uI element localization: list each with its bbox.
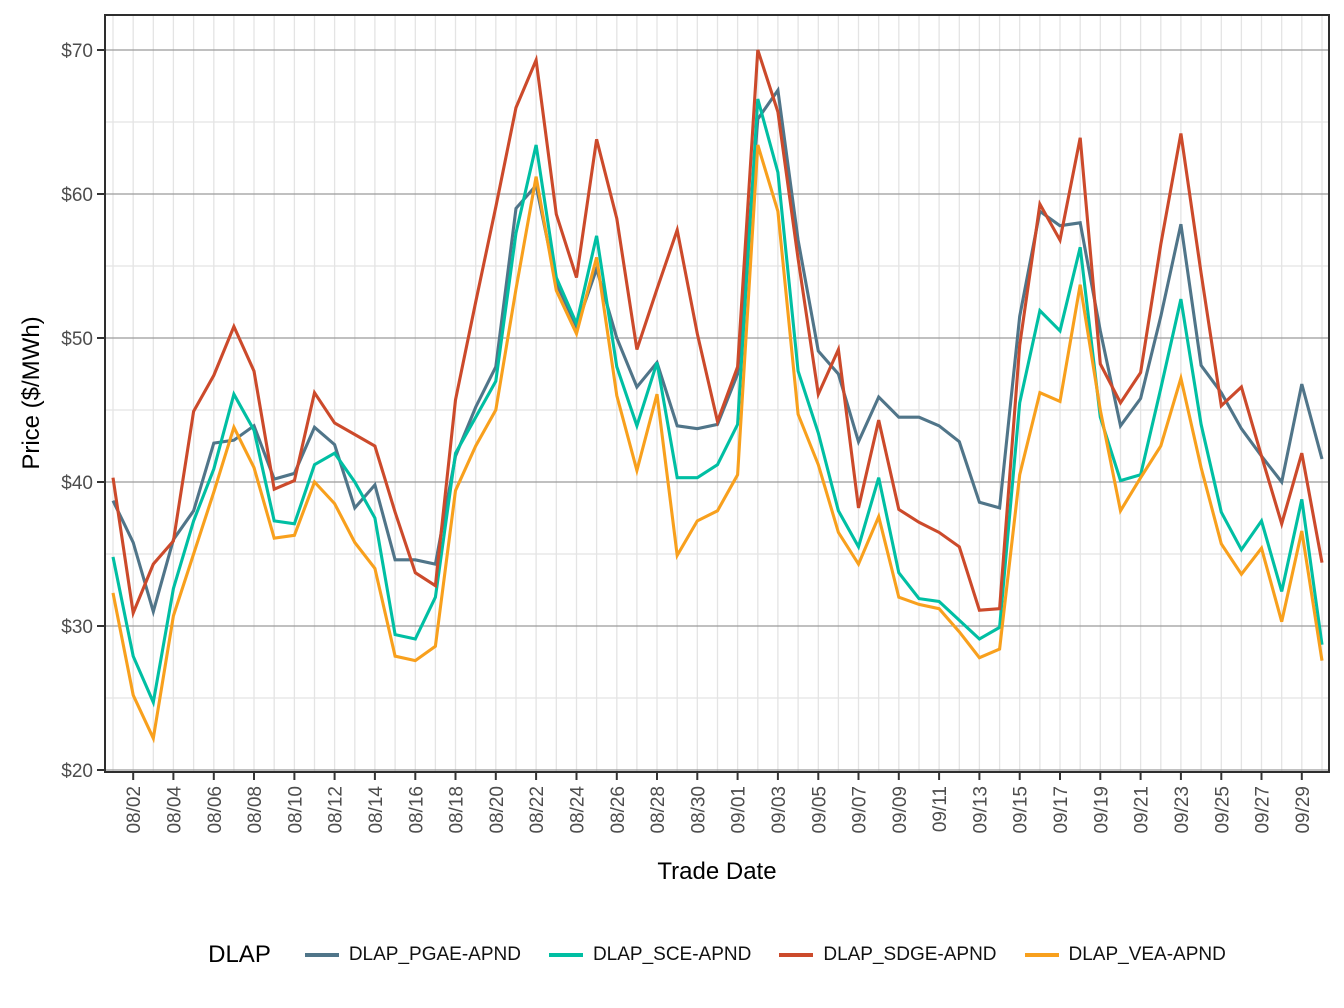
svg-text:08/26: 08/26 — [608, 786, 629, 834]
legend-key-line-icon — [1024, 953, 1059, 957]
svg-text:08/12: 08/12 — [326, 786, 347, 834]
legend-item-dlap-pgae-apnd: DLAP_PGAE-APND — [304, 944, 521, 966]
svg-text:08/14: 08/14 — [366, 786, 387, 834]
legend-item-label: DLAP_PGAE-APND — [348, 944, 521, 965]
svg-text:09/15: 09/15 — [1011, 786, 1032, 834]
svg-text:$70: $70 — [61, 41, 93, 62]
svg-text:09/05: 09/05 — [809, 786, 830, 834]
svg-text:$30: $30 — [61, 617, 93, 638]
legend-key-line-icon — [779, 953, 814, 957]
x-axis-title: Trade Date — [657, 858, 777, 885]
svg-text:08/16: 08/16 — [406, 786, 427, 834]
svg-text:08/06: 08/06 — [205, 786, 226, 834]
svg-text:08/18: 08/18 — [447, 786, 468, 834]
svg-text:09/23: 09/23 — [1172, 786, 1193, 834]
svg-text:09/03: 09/03 — [769, 786, 790, 834]
svg-text:$40: $40 — [61, 473, 93, 494]
legend-item-label: DLAP_SCE-APND — [592, 944, 752, 965]
legend-item-dlap-sce-apnd: DLAP_SCE-APND — [548, 944, 752, 966]
legend-title: DLAP — [208, 941, 271, 968]
svg-text:08/30: 08/30 — [688, 786, 709, 834]
svg-text:$50: $50 — [61, 329, 93, 350]
svg-text:09/13: 09/13 — [970, 786, 991, 834]
svg-text:09/21: 09/21 — [1132, 786, 1153, 834]
svg-text:08/22: 08/22 — [527, 786, 548, 834]
svg-text:09/11: 09/11 — [930, 786, 951, 832]
legend-item-dlap-sdge-apnd: DLAP_SDGE-APND — [779, 944, 997, 966]
svg-text:$60: $60 — [61, 185, 93, 206]
svg-text:08/08: 08/08 — [245, 786, 266, 834]
legend-key-line-icon — [304, 953, 339, 957]
svg-text:08/20: 08/20 — [487, 786, 508, 834]
svg-text:08/10: 08/10 — [285, 786, 306, 834]
svg-text:$20: $20 — [61, 761, 93, 782]
legend-item-label: DLAP_VEA-APND — [1068, 944, 1226, 965]
svg-text:09/01: 09/01 — [729, 786, 750, 834]
legend-key-line-icon — [548, 953, 583, 957]
svg-text:08/28: 08/28 — [648, 786, 669, 834]
svg-text:09/25: 09/25 — [1212, 786, 1233, 834]
svg-text:09/19: 09/19 — [1091, 786, 1112, 834]
y-axis-title: Price ($/MWh) — [18, 316, 45, 470]
svg-text:09/17: 09/17 — [1051, 786, 1072, 834]
legend-item-label: DLAP_SDGE-APND — [823, 944, 997, 965]
legend: DLAP DLAP_PGAE-APND DLAP_SCE-APND DLAP_S… — [105, 931, 1329, 979]
legend-item-dlap-vea-apnd: DLAP_VEA-APND — [1024, 944, 1226, 966]
svg-text:08/04: 08/04 — [164, 786, 185, 834]
svg-text:09/27: 09/27 — [1253, 786, 1274, 834]
svg-text:09/29: 09/29 — [1293, 786, 1314, 834]
svg-text:09/09: 09/09 — [890, 786, 911, 834]
svg-text:08/02: 08/02 — [124, 786, 145, 834]
svg-text:09/07: 09/07 — [850, 786, 871, 834]
svg-text:08/24: 08/24 — [568, 786, 589, 834]
